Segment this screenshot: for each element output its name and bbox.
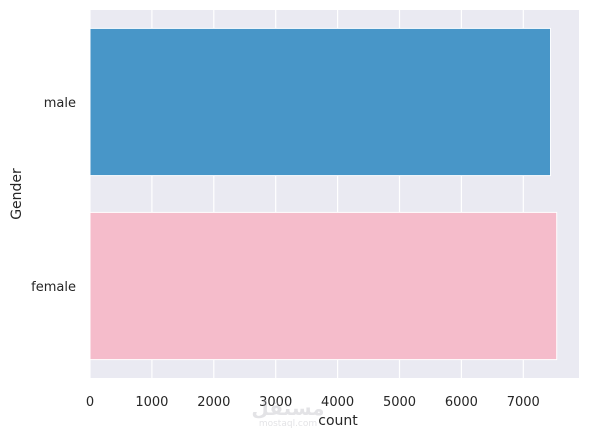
watermark: مستقل mostaql.com [251, 396, 324, 429]
x-tick-label: 1000 [135, 395, 168, 410]
bar-male [89, 27, 552, 177]
x-tick-labels: 0 1000 2000 3000 4000 5000 6000 7000 [86, 395, 540, 410]
y-tick-label-male: male [44, 96, 76, 111]
x-tick-label: 6000 [445, 395, 478, 410]
watermark-arabic: مستقل [251, 396, 324, 420]
x-tick-label: 7000 [507, 395, 540, 410]
x-tick-label: 3000 [259, 395, 292, 410]
y-tick-labels: male female [31, 96, 76, 295]
x-axis-label: count [318, 413, 358, 429]
bar-female [89, 211, 558, 361]
bars [89, 27, 558, 361]
x-tick-label: 4000 [321, 395, 354, 410]
x-tick-label: 2000 [197, 395, 230, 410]
y-axis-label: Gender [9, 168, 25, 220]
y-tick-label-female: female [31, 280, 76, 295]
watermark-latin: mostaql.com [259, 419, 317, 429]
x-tick-label: 0 [86, 395, 94, 410]
x-tick-label: 5000 [383, 395, 416, 410]
